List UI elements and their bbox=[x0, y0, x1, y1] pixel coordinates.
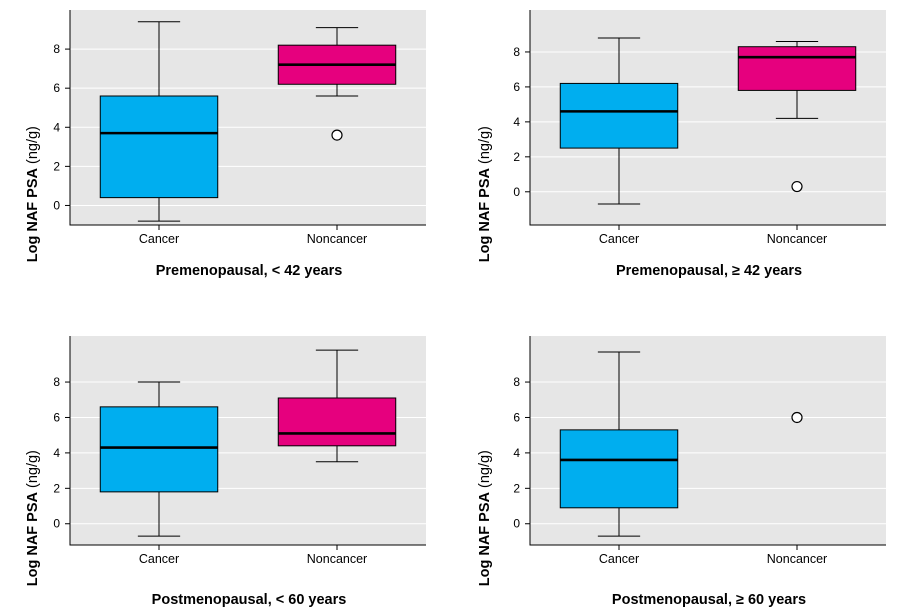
x-tick-label: Cancer bbox=[139, 232, 179, 246]
box-iqr bbox=[99, 406, 219, 493]
panel-title: Premenopausal, < 42 years bbox=[156, 263, 343, 279]
box-iqr bbox=[737, 46, 857, 91]
y-axis-label: Log NAF PSA bbox=[25, 167, 41, 262]
x-tick-label: Cancer bbox=[599, 552, 639, 566]
panel-premenopausal-under-42: Log NAF PSA (ng/g) Premenopausal, < 42 y… bbox=[25, 10, 426, 279]
y-tick-label: 4 bbox=[53, 446, 60, 460]
outlier-point bbox=[331, 129, 343, 141]
y-tick-label: 0 bbox=[53, 198, 60, 212]
box-noncancer bbox=[277, 27, 397, 141]
axis-line bbox=[69, 10, 426, 226]
box-iqr bbox=[559, 82, 679, 149]
y-axis-unit: (ng/g) bbox=[477, 126, 493, 164]
y-axis-label: Log NAF PSA bbox=[477, 491, 493, 586]
y-tick-label: 6 bbox=[53, 410, 60, 424]
axis-line bbox=[529, 336, 886, 546]
box-cancer bbox=[99, 21, 219, 222]
box-noncancer bbox=[277, 349, 397, 463]
box-cancer bbox=[559, 37, 679, 205]
y-tick-label: 0 bbox=[513, 517, 520, 531]
y-tick-label: 4 bbox=[513, 446, 520, 460]
y-axis-label: Log NAF PSA bbox=[477, 167, 493, 262]
y-tick-label: 4 bbox=[513, 115, 520, 129]
x-tick-label: Noncancer bbox=[307, 552, 367, 566]
outlier-point bbox=[791, 411, 803, 424]
x-tick-label: Noncancer bbox=[767, 552, 827, 566]
y-tick-label: 6 bbox=[53, 81, 60, 95]
y-axis-unit: (ng/g) bbox=[477, 450, 493, 488]
box-cancer bbox=[99, 381, 219, 537]
box-noncancer bbox=[791, 411, 803, 424]
x-tick-label: Noncancer bbox=[307, 232, 367, 246]
x-tick-label: Cancer bbox=[139, 552, 179, 566]
y-tick-label: 8 bbox=[53, 375, 60, 389]
box-iqr bbox=[99, 95, 219, 199]
y-tick-label: 2 bbox=[513, 481, 520, 495]
panel-title: Premenopausal, ≥ 42 years bbox=[616, 263, 802, 279]
y-axis-unit: (ng/g) bbox=[25, 450, 41, 488]
box-iqr bbox=[277, 397, 397, 447]
y-tick-label: 8 bbox=[53, 42, 60, 56]
panel-postmenopausal-under-60: Log NAF PSA (ng/g) Postmenopausal, < 60 … bbox=[25, 336, 426, 608]
x-tick-label: Noncancer bbox=[767, 232, 827, 246]
panel-title: Postmenopausal, < 60 years bbox=[152, 592, 347, 608]
panel-premenopausal-42-plus: Log NAF PSA (ng/g) Premenopausal, ≥ 42 y… bbox=[477, 10, 886, 279]
box-cancer bbox=[559, 351, 679, 537]
y-tick-label: 0 bbox=[513, 185, 520, 199]
y-tick-label: 6 bbox=[513, 410, 520, 424]
y-tick-label: 6 bbox=[513, 80, 520, 94]
y-tick-label: 2 bbox=[53, 481, 60, 495]
y-tick-label: 2 bbox=[513, 150, 520, 164]
box-iqr bbox=[559, 429, 679, 509]
y-tick-label: 8 bbox=[513, 375, 520, 389]
y-tick-label: 8 bbox=[513, 45, 520, 59]
y-tick-label: 4 bbox=[53, 120, 60, 134]
y-axis-unit: (ng/g) bbox=[25, 126, 41, 164]
axis-line bbox=[529, 10, 886, 226]
panel-postmenopausal-60-plus: Log NAF PSA (ng/g) Postmenopausal, ≥ 60 … bbox=[477, 336, 886, 608]
outlier-point bbox=[791, 180, 803, 193]
y-tick-label: 2 bbox=[53, 159, 60, 173]
panel-title: Postmenopausal, ≥ 60 years bbox=[612, 592, 806, 608]
axis-line bbox=[69, 336, 426, 546]
box-noncancer bbox=[737, 40, 857, 193]
y-tick-label: 0 bbox=[53, 517, 60, 531]
y-axis-label: Log NAF PSA bbox=[25, 491, 41, 586]
x-tick-label: Cancer bbox=[599, 232, 639, 246]
